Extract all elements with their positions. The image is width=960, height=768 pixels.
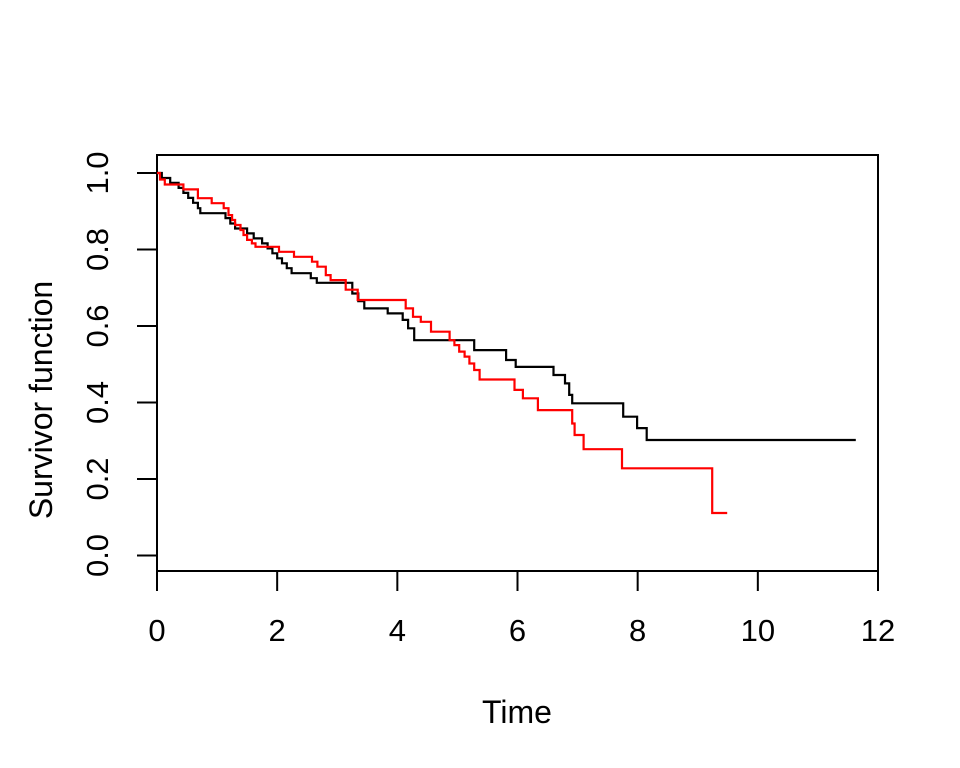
- x-axis-tick-label-6: 6: [509, 613, 526, 648]
- y-axis-title: Survivor function: [23, 281, 59, 519]
- survival-curve-group-2-red: [157, 171, 728, 515]
- x-axis-tick-label-2: 2: [269, 613, 286, 648]
- survival-curve-group-1-black: [157, 171, 856, 442]
- x-axis-tick-label-12: 12: [861, 613, 895, 648]
- x-axis-tick-label-4: 4: [389, 613, 406, 648]
- y-axis-tick-label-0.4: 0.4: [80, 381, 115, 424]
- x-axis-tick-label-10: 10: [741, 613, 775, 648]
- plot-frame-box: [156, 154, 879, 572]
- y-axis-tick-label-1.0: 1.0: [80, 151, 115, 194]
- y-axis-tick-label-0.8: 0.8: [80, 228, 115, 271]
- y-axis-tick-label-0.0: 0.0: [80, 534, 115, 577]
- x-axis-ticks: [156, 571, 879, 591]
- x-axis-tick-label-0: 0: [148, 613, 165, 648]
- x-axis-title: Time: [482, 694, 552, 730]
- y-axis-ticks: [137, 172, 157, 557]
- x-axis-tick-labels: 0 2 4 6 8 10 12: [148, 613, 895, 648]
- survival-curves: [157, 171, 856, 515]
- y-axis-tick-label-0.2: 0.2: [80, 457, 115, 500]
- x-axis-tick-label-8: 8: [629, 613, 646, 648]
- y-axis-tick-labels: 0.0 0.2 0.4 0.6 0.8 1.0: [80, 151, 115, 577]
- y-axis-tick-label-0.6: 0.6: [80, 304, 115, 347]
